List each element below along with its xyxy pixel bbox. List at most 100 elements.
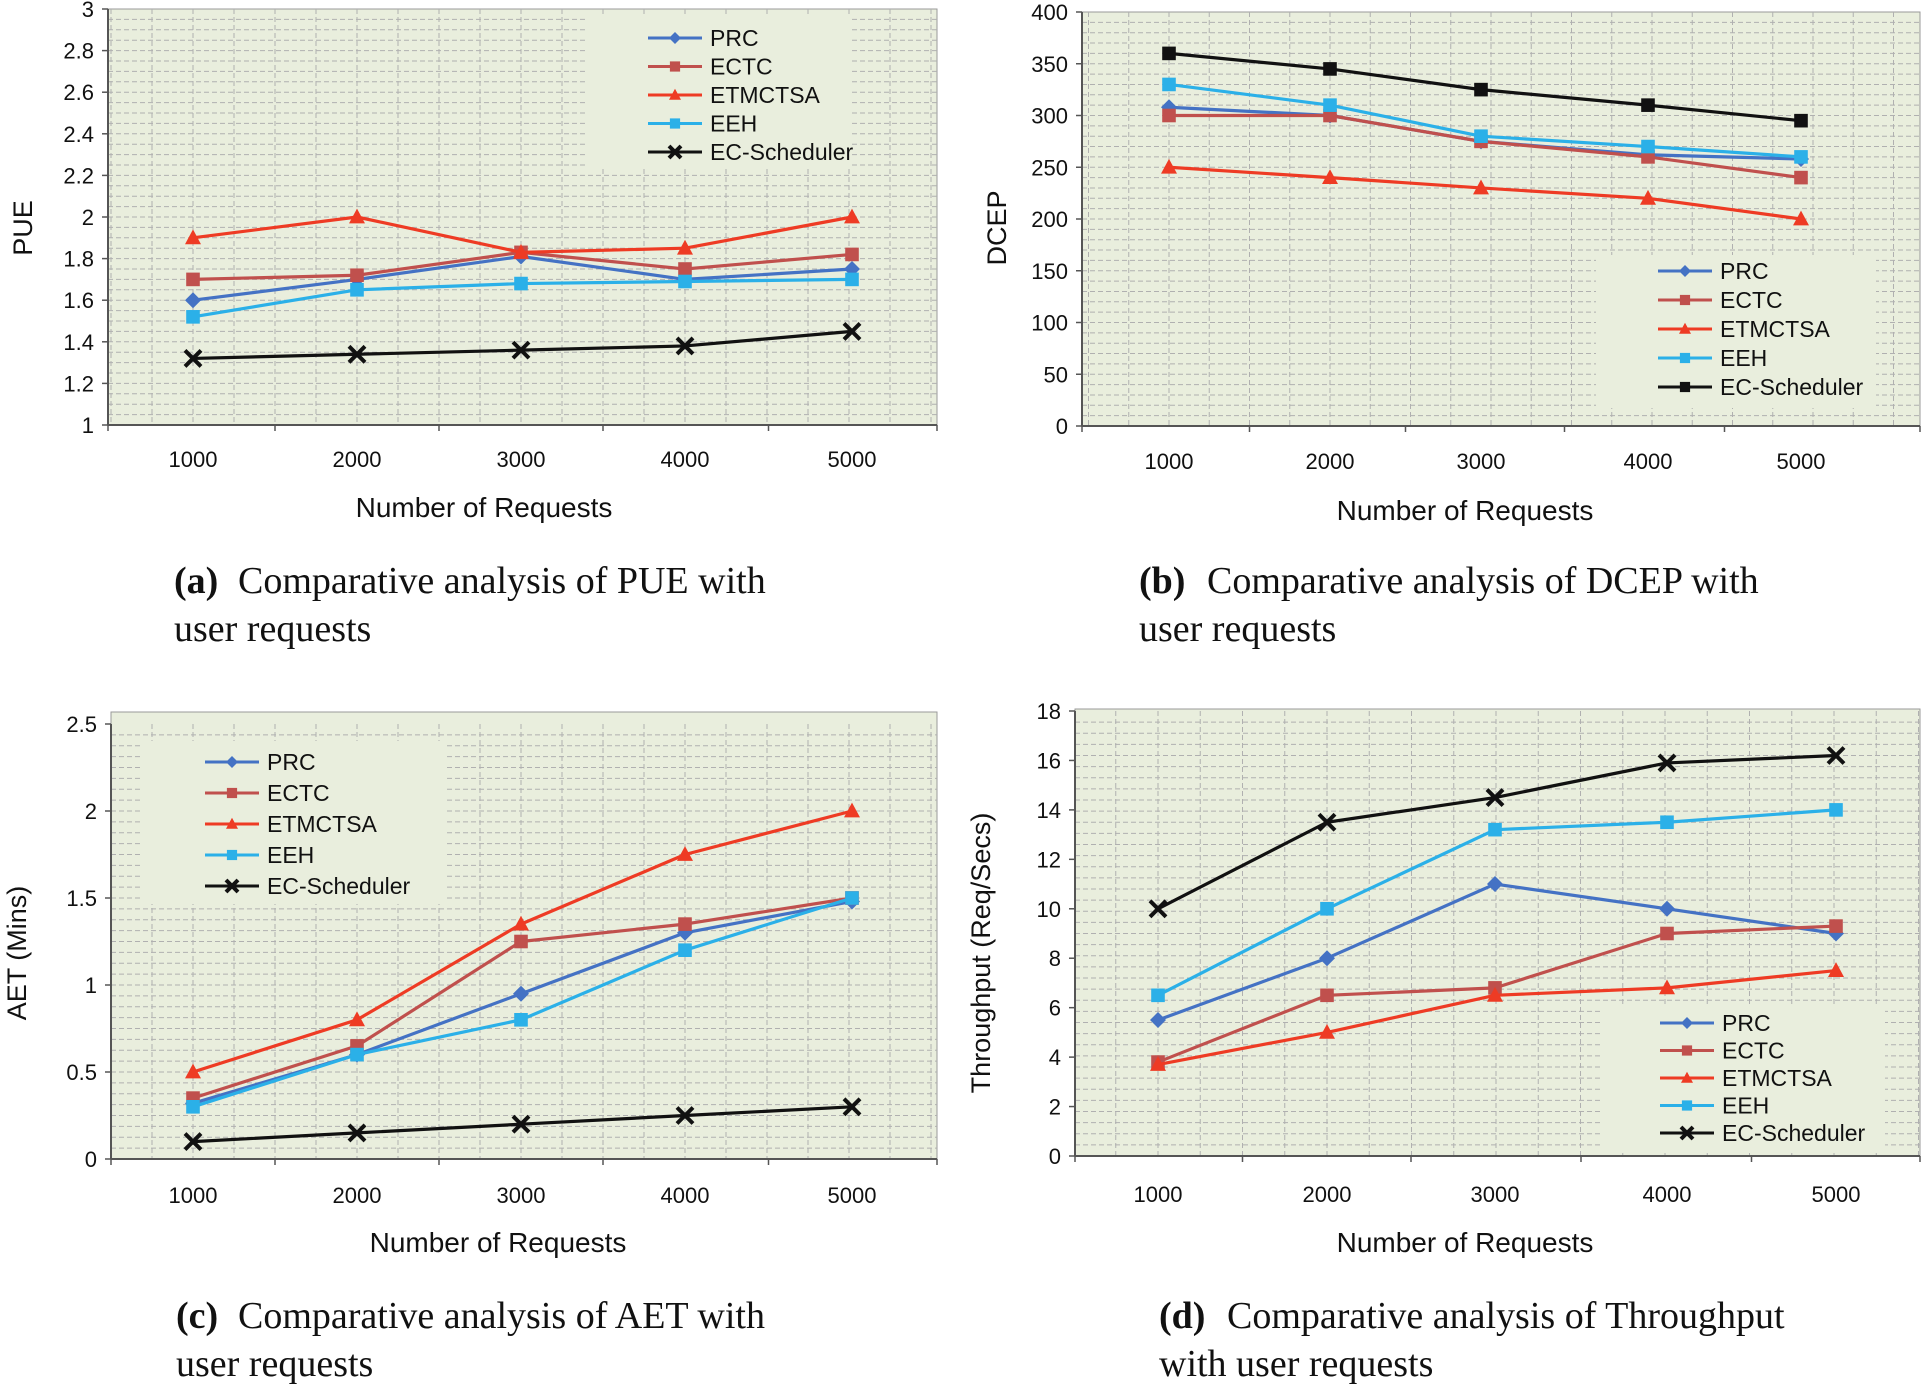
data-point-ectc bbox=[1162, 108, 1176, 123]
legend-label-prc: PRC bbox=[267, 749, 316, 775]
legend-label-ectc: ECTC bbox=[267, 780, 330, 806]
data-point-ec-scheduler bbox=[675, 1106, 695, 1125]
data-point-ec-scheduler bbox=[1323, 62, 1337, 76]
legend-label-eeh: EEH bbox=[267, 842, 314, 868]
data-point-eeh bbox=[1829, 803, 1843, 817]
x-tick-label: 3000 bbox=[497, 447, 546, 472]
x-tick-label: 1000 bbox=[1134, 1182, 1183, 1207]
data-point-ec-scheduler bbox=[1826, 746, 1846, 765]
data-point-etmctsa bbox=[513, 243, 529, 259]
data-point-etmctsa bbox=[1640, 189, 1656, 205]
y-tick-label: 2.4 bbox=[63, 122, 94, 147]
data-point-eeh bbox=[1474, 129, 1488, 143]
y-tick-label: 2.2 bbox=[63, 163, 94, 188]
x-tick-label: 2000 bbox=[333, 1183, 382, 1208]
legend-marker-etmctsa bbox=[1681, 1071, 1693, 1083]
legend-label-etmctsa: ETMCTSA bbox=[1720, 316, 1831, 342]
y-tick-label: 0 bbox=[85, 1147, 97, 1172]
legend-label-etmctsa: ETMCTSA bbox=[1722, 1065, 1833, 1091]
x-axis-label-d: Number of Requests bbox=[1337, 1227, 1594, 1258]
series-d bbox=[1148, 746, 1846, 1071]
x-tick-label: 5000 bbox=[828, 1183, 877, 1208]
legend-label-ectc: ECTC bbox=[1722, 1038, 1785, 1064]
caption-text-a-line2: user requests bbox=[174, 608, 371, 650]
x-tick-label: 1000 bbox=[1145, 449, 1194, 474]
data-point-ectc bbox=[1794, 170, 1808, 185]
data-point-ec-scheduler bbox=[1657, 753, 1677, 773]
legend-marker-eeh bbox=[226, 849, 238, 861]
y-tick-label: 18 bbox=[1037, 699, 1061, 724]
data-point-etmctsa bbox=[677, 239, 693, 255]
legend-box-d bbox=[1600, 1005, 1885, 1153]
legend-marker-ec-scheduler bbox=[1679, 1125, 1695, 1141]
legend-label-ec-scheduler: EC-Scheduler bbox=[267, 873, 411, 899]
legend-marker-ectc bbox=[226, 787, 238, 799]
y-tick-label: 2.8 bbox=[63, 39, 94, 64]
data-point-ec-scheduler bbox=[511, 1114, 531, 1134]
caption-text-c-line2: user requests bbox=[176, 1343, 373, 1385]
legend-marker-ec-scheduler bbox=[1679, 381, 1691, 393]
y-tick-label: 1.6 bbox=[63, 288, 94, 313]
y-tick-label: 400 bbox=[1031, 0, 1068, 25]
x-tick-label: 5000 bbox=[828, 447, 877, 472]
data-point-etmctsa bbox=[1322, 169, 1338, 184]
legend-label-eeh: EEH bbox=[710, 111, 757, 137]
legend-marker-ec-scheduler bbox=[224, 878, 240, 894]
x-axis-label-b: Number of Requests bbox=[1337, 495, 1594, 526]
legend-label-ec-scheduler: EC-Scheduler bbox=[710, 139, 854, 165]
data-point-prc bbox=[513, 985, 529, 1002]
data-point-ectc bbox=[845, 247, 859, 262]
data-point-etmctsa bbox=[185, 229, 201, 245]
y-tick-label: 12 bbox=[1037, 847, 1061, 872]
grid-b bbox=[1082, 12, 1920, 426]
legend-box-b bbox=[1596, 255, 1876, 408]
legend-label-ectc: ECTC bbox=[710, 54, 773, 80]
legend-marker-eeh bbox=[669, 118, 681, 129]
y-tick-label: 8 bbox=[1049, 946, 1061, 971]
y-tick-label: 1 bbox=[85, 973, 97, 998]
legend-marker-prc bbox=[1679, 265, 1691, 277]
data-point-ec-scheduler bbox=[1485, 788, 1505, 807]
axes-c: 0 0.5 1 1.5 2 2.5 1000 2000 3000 4000 5000 bbox=[66, 712, 938, 1208]
legend-box-a bbox=[586, 17, 850, 169]
x-tick-label: 1000 bbox=[169, 1183, 218, 1208]
x-tick-label: 1000 bbox=[169, 447, 218, 472]
y-tick-label: 250 bbox=[1031, 155, 1068, 180]
legend-label-prc: PRC bbox=[1720, 258, 1769, 284]
y-tick-label: 2 bbox=[1049, 1095, 1061, 1120]
data-point-ectc bbox=[186, 272, 200, 287]
data-point-eeh bbox=[350, 1047, 364, 1062]
y-tick-label: 200 bbox=[1031, 207, 1068, 232]
legend-marker-etmctsa bbox=[669, 88, 681, 100]
legend-marker-eeh bbox=[1679, 352, 1691, 364]
caption-label-b: (b) bbox=[1139, 560, 1185, 602]
caption-text-d-line2: with user requests bbox=[1159, 1343, 1433, 1385]
y-tick-label: 2.5 bbox=[66, 712, 97, 737]
data-point-ec-scheduler bbox=[1641, 98, 1655, 112]
data-point-prc bbox=[1150, 1012, 1166, 1029]
data-point-etmctsa bbox=[1161, 158, 1177, 174]
data-point-eeh bbox=[1151, 988, 1165, 1003]
legend-marker-etmctsa bbox=[1679, 322, 1691, 334]
data-point-etmctsa bbox=[349, 208, 365, 224]
data-point-ec-scheduler bbox=[1162, 46, 1176, 61]
legend-c: PRC ECTC ETMCTSA EEH EC-Scheduler bbox=[205, 749, 411, 899]
grid-d bbox=[1075, 711, 1920, 1156]
series-b bbox=[1161, 46, 1809, 226]
data-point-eeh bbox=[514, 1013, 528, 1027]
data-point-ectc bbox=[1660, 926, 1674, 941]
legend-marker-ectc bbox=[669, 61, 681, 72]
x-tick-label: 4000 bbox=[1643, 1182, 1692, 1207]
data-point-ectc bbox=[678, 917, 692, 931]
data-point-ec-scheduler bbox=[675, 336, 695, 356]
legend-label-eeh: EEH bbox=[1720, 345, 1767, 371]
x-tick-label: 4000 bbox=[661, 1183, 710, 1208]
legend-label-ectc: ECTC bbox=[1720, 287, 1783, 313]
y-tick-label: 0 bbox=[1049, 1144, 1061, 1169]
panel-b: 0 50 100 150 200 250 300 350 400 1000 2000 3000 4000… bbox=[982, 0, 1921, 650]
data-point-eeh bbox=[1660, 815, 1674, 830]
y-tick-label: 300 bbox=[1031, 104, 1068, 129]
data-point-eeh bbox=[1794, 150, 1808, 164]
